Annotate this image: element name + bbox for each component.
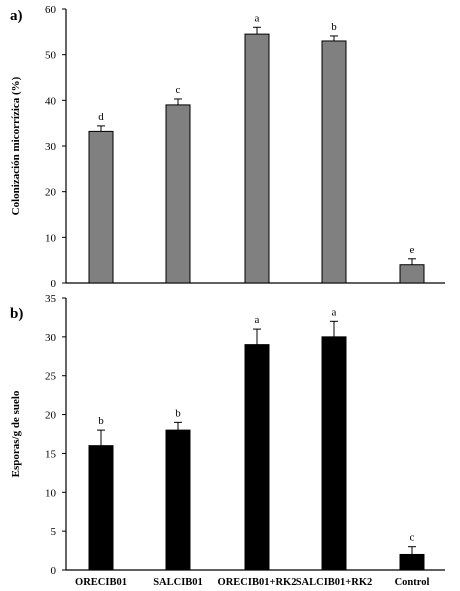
panel-b-y-tick-label: 15 bbox=[45, 448, 57, 460]
panel-b-y-tick-label: 25 bbox=[45, 371, 57, 383]
panel-a-significance-letter: d bbox=[98, 111, 104, 123]
panel-a-significance-letter: c bbox=[176, 84, 181, 96]
panel-a-y-axis-label: Colonización micorrízica (%) bbox=[10, 76, 22, 215]
panel-b-y-tick-label: 35 bbox=[45, 293, 57, 305]
panel-b-significance-letter: b bbox=[175, 407, 181, 419]
panel-b-significance-letter: c bbox=[410, 532, 415, 544]
panel-b-category-label: SALCIB01+RK2 bbox=[296, 577, 373, 588]
panel-a-bar bbox=[321, 40, 347, 284]
panel-b-bar bbox=[244, 344, 270, 571]
panel-b-category-label: Control bbox=[395, 577, 430, 588]
panel-a-significance-letter: a bbox=[255, 12, 260, 24]
panel-a-y-tick-label: 60 bbox=[45, 4, 57, 16]
panel-b-y-tick-label: 30 bbox=[45, 332, 57, 344]
panel-a-bar bbox=[165, 104, 191, 284]
panel-a-y-tick-label: 20 bbox=[45, 187, 57, 199]
panel-a-chart: a) Colonización micorrízica (%) 0 10 20 30 4… bbox=[10, 4, 445, 290]
panel-a-significance-letter: e bbox=[410, 244, 415, 256]
panel-b-marks: 0 5 10 15 20 25 30 35 b ORECIB01 b SALCIB01 a ORECIB0… bbox=[45, 293, 445, 588]
panel-b-y-tick-label: 20 bbox=[45, 410, 57, 422]
panel-b-category-label: ORECIB01 bbox=[75, 577, 127, 588]
panel-b-category-label: SALCIB01 bbox=[153, 577, 203, 588]
panel-a-bar bbox=[88, 130, 114, 284]
panel-a-marks: 0 10 20 30 40 50 60 d c a b e bbox=[45, 4, 445, 290]
panel-a-y-tick-label: 40 bbox=[45, 95, 57, 107]
panel-b-chart: b) Esporas/g de suelo 0 5 10 15 20 25 30 35 b ORE… bbox=[10, 293, 445, 588]
panel-b-y-tick-label: 5 bbox=[51, 526, 57, 538]
panel-b-y-tick-label: 10 bbox=[45, 487, 57, 499]
panel-b-bar bbox=[165, 429, 191, 571]
panel-b-y-tick-label: 0 bbox=[51, 565, 57, 577]
panel-b-category-label: ORECIB01+RK2 bbox=[218, 577, 297, 588]
panel-a-y-tick-label: 10 bbox=[45, 232, 57, 244]
panel-b-label: b) bbox=[10, 306, 23, 322]
panel-a-y-tick-label: 50 bbox=[45, 50, 57, 62]
panel-b-significance-letter: a bbox=[332, 306, 337, 318]
panel-b-bar bbox=[321, 336, 347, 571]
panel-b-significance-letter: b bbox=[98, 415, 104, 427]
panel-a-label: a) bbox=[10, 8, 23, 24]
panel-b-significance-letter: a bbox=[255, 314, 260, 326]
panel-a-bar bbox=[399, 264, 425, 284]
panel-b-bar bbox=[399, 553, 425, 571]
panel-b-bar bbox=[88, 445, 114, 571]
panel-a-significance-letter: b bbox=[331, 21, 337, 33]
panel-a-y-tick-label: 30 bbox=[45, 141, 57, 153]
panel-a-bar bbox=[244, 33, 270, 284]
panel-b-y-axis-label: Esporas/g de suelo bbox=[10, 390, 22, 477]
panel-a-y-tick-label: 0 bbox=[51, 278, 57, 290]
